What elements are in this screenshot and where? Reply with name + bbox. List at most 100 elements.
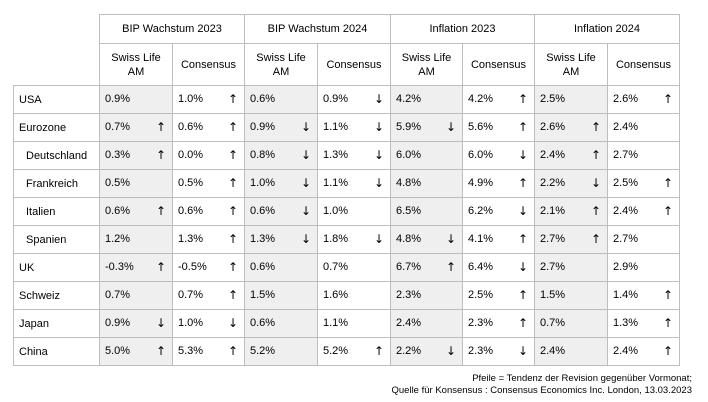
swiss-life-value-cell: 0.7% ↑	[99, 113, 173, 142]
swiss-life-value-cell: 0.9%	[99, 85, 173, 114]
value-text: 1.5%	[250, 289, 276, 301]
sub-header-swiss-life-am: Swiss Life AM	[99, 43, 173, 86]
arrow-up-icon: ↑	[590, 148, 601, 162]
table-row: Spanien 1.2% 1.3% ↑ 1.3% ↓ 1.8% ↓ 4.8% ↓ 4.1% ↑ 2.7%…	[13, 225, 680, 254]
consensus-value-cell: 1.1% ↓	[317, 169, 391, 198]
value-text: 4.8%	[396, 177, 422, 189]
consensus-value-cell: 1.0% ↓	[172, 309, 245, 338]
swiss-life-value-cell: 2.4%	[534, 337, 608, 366]
swiss-life-value-cell: 0.3% ↑	[99, 141, 173, 170]
value-text: 4.8%	[396, 233, 422, 245]
value-text: 1.3%	[613, 317, 639, 329]
arrow-up-icon: ↑	[227, 288, 238, 302]
consensus-value-cell: 1.8% ↓	[317, 225, 391, 254]
footnote-source: Quelle für Konsensus : Consensus Economi…	[391, 385, 693, 396]
arrow-up-icon: ↑	[517, 316, 528, 330]
consensus-value-cell: 2.4% ↑	[607, 197, 680, 226]
arrow-down-icon: ↓	[300, 148, 311, 162]
consensus-value-cell: 4.9% ↑	[462, 169, 535, 198]
arrow-up-icon: ↑	[227, 232, 238, 246]
table-row: Deutschland 0.3% ↑ 0.0% ↑ 0.8% ↓ 1.3% ↓ 6.0% 6.0% ↓…	[13, 141, 680, 170]
group-header-row: BIP Wachstum 2023 BIP Wachstum 2024 Infl…	[13, 14, 680, 86]
sub-header-line: AM	[418, 65, 435, 78]
value-text: 2.6%	[613, 93, 639, 105]
arrow-up-icon: ↑	[662, 316, 673, 330]
arrow-up-icon: ↑	[662, 344, 673, 358]
value-text: 0.7%	[178, 289, 204, 301]
value-text: 1.0%	[178, 93, 204, 105]
arrow-up-icon: ↑	[662, 176, 673, 190]
row-label: UK	[13, 253, 100, 282]
swiss-life-value-cell: 5.9% ↓	[390, 113, 463, 142]
row-label: Frankreich	[13, 169, 100, 198]
table-row: Japan 0.9% ↓ 1.0% ↓ 0.6% 1.1% 2.4% 2.3% ↑ 0.7% 1.3%…	[13, 309, 680, 338]
value-text: 2.7%	[540, 261, 566, 273]
swiss-life-value-cell: 6.0%	[390, 141, 463, 170]
sub-header-line: Swiss Life	[256, 51, 306, 64]
value-text: 4.2%	[468, 93, 494, 105]
value-text: 0.5%	[178, 177, 204, 189]
row-label: Spanien	[13, 225, 100, 254]
swiss-life-value-cell: 0.6% ↓	[244, 197, 318, 226]
consensus-value-cell: 1.0% ↑	[172, 85, 245, 114]
value-text: 4.2%	[396, 93, 422, 105]
swiss-life-value-cell: 6.5%	[390, 197, 463, 226]
arrow-up-icon: ↑	[155, 260, 166, 274]
footnotes: Pfeile = Tendenz der Revision gegenüber …	[392, 373, 693, 397]
sub-header-swiss-life-am: Swiss Life AM	[534, 43, 608, 86]
table-row: UK -0.3% ↑ -0.5% ↑ 0.6% 0.7% 6.7% ↑ 6.4% ↓ 2.7% 2.9%	[13, 253, 680, 282]
consensus-value-cell: 0.7% ↑	[172, 281, 245, 310]
value-text: 5.2%	[250, 345, 276, 357]
arrow-down-icon: ↓	[445, 232, 456, 246]
value-text: 4.9%	[468, 177, 494, 189]
row-label: Italien	[13, 197, 100, 226]
consensus-value-cell: 1.3% ↑	[172, 225, 245, 254]
consensus-value-cell: 1.6%	[317, 281, 391, 310]
swiss-life-value-cell: 0.6% ↑	[99, 197, 173, 226]
sub-header-row: Swiss Life AM Consensus Swiss Life AM Consens…	[14, 43, 680, 86]
arrow-down-icon: ↓	[445, 120, 456, 134]
arrow-down-icon: ↓	[373, 92, 384, 106]
value-text: 0.7%	[105, 289, 131, 301]
swiss-life-value-cell: 0.7%	[534, 309, 608, 338]
swiss-life-value-cell: 2.3%	[390, 281, 463, 310]
swiss-life-value-cell: 2.7%	[534, 253, 608, 282]
value-text: 0.9%	[105, 317, 131, 329]
value-text: 5.6%	[468, 121, 494, 133]
consensus-value-cell: -0.5% ↑	[172, 253, 245, 282]
consensus-value-cell: 0.7%	[317, 253, 391, 282]
value-text: 0.7%	[540, 317, 566, 329]
arrow-up-icon: ↑	[517, 92, 528, 106]
swiss-life-value-cell: -0.3% ↑	[99, 253, 173, 282]
sub-header-line: AM	[127, 65, 145, 78]
value-text: 2.4%	[540, 149, 566, 161]
value-text: 6.2%	[468, 205, 494, 217]
sub-header-swiss-life-am: Swiss Life AM	[390, 43, 463, 86]
arrow-down-icon: ↓	[517, 204, 528, 218]
value-text: 0.6%	[178, 205, 204, 217]
value-text: 0.0%	[178, 149, 204, 161]
swiss-life-value-cell: 0.6%	[244, 253, 318, 282]
value-text: 2.4%	[613, 205, 639, 217]
arrow-up-icon: ↑	[662, 92, 673, 106]
value-text: 1.0%	[178, 317, 204, 329]
row-label: Schweiz	[13, 281, 100, 310]
value-text: 0.6%	[250, 93, 276, 105]
value-text: 2.4%	[613, 121, 639, 133]
arrow-down-icon: ↓	[590, 176, 601, 190]
swiss-life-value-cell: 2.4%	[390, 309, 463, 338]
swiss-life-value-cell: 4.2%	[390, 85, 463, 114]
sub-header-line: Swiss Life	[401, 51, 452, 64]
swiss-life-value-cell: 0.9% ↓	[244, 113, 318, 142]
footnote-arrows: Pfeile = Tendenz der Revision gegenüber …	[472, 373, 692, 384]
arrow-up-icon: ↑	[590, 204, 601, 218]
arrow-down-icon: ↓	[445, 344, 456, 358]
swiss-life-value-cell: 2.6% ↑	[534, 113, 608, 142]
group-header-inflation-2024: Inflation 2024	[534, 14, 680, 44]
table-row: USA 0.9% 1.0% ↑ 0.6% 0.9% ↓ 4.2% 4.2% ↑ 2.5% 2.6% ↑	[13, 85, 680, 114]
arrow-up-icon: ↑	[517, 120, 528, 134]
swiss-life-value-cell: 0.8% ↓	[244, 141, 318, 170]
swiss-life-value-cell: 2.2% ↓	[390, 337, 463, 366]
row-label: Eurozone	[13, 113, 100, 142]
swiss-life-value-cell: 1.5%	[244, 281, 318, 310]
